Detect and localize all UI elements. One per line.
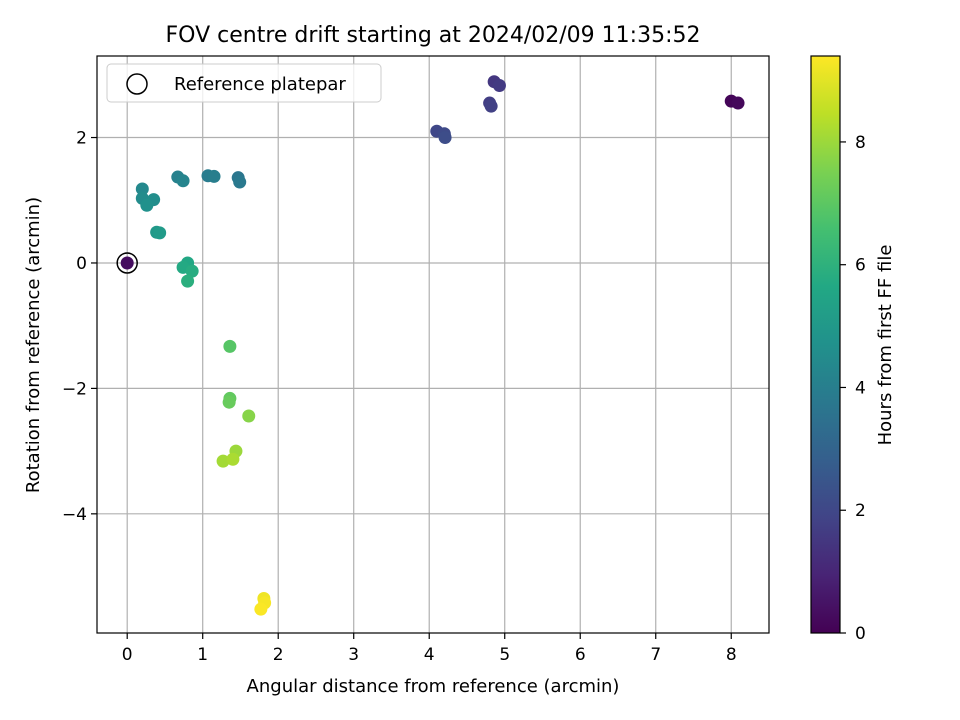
- data-point: [216, 454, 230, 468]
- data-point: [254, 602, 268, 616]
- data-point: [181, 274, 195, 288]
- colorbar: 0 2 4 6 8 Hours from first FF file: [810, 55, 896, 644]
- colorbar-gradient: [810, 55, 841, 634]
- x-axis-label: Angular distance from reference (arcmin): [247, 676, 620, 697]
- x-tick-label: 2: [273, 645, 284, 665]
- y-tick-label: 2: [76, 129, 87, 149]
- y-tick-label: −4: [62, 505, 87, 525]
- x-tick-label: 0: [122, 645, 133, 665]
- x-tick-label: 6: [575, 645, 586, 665]
- axes-frame: [96, 55, 770, 634]
- colorbar-tick-label: 4: [855, 378, 866, 398]
- x-tick-label: 8: [726, 645, 737, 665]
- data-point: [185, 264, 199, 278]
- data-point: [153, 226, 167, 240]
- legend-box: [106, 63, 382, 103]
- axis-ticks: 0 1 2 3 4 5 6 7 8 −4 −2 0 2: [62, 129, 737, 665]
- data-point: [223, 339, 237, 353]
- reference-point-marker: [116, 252, 138, 274]
- data-point: [731, 96, 745, 110]
- data-point: [135, 182, 149, 196]
- data-point: [207, 169, 221, 183]
- x-tick-label: 5: [499, 645, 510, 665]
- colorbar-tick-label: 8: [855, 133, 866, 153]
- data-point: [226, 452, 240, 466]
- legend-entry-reference: Reference platepar: [174, 74, 346, 95]
- data-point: [438, 131, 452, 145]
- data-point: [492, 78, 506, 92]
- x-tick-label: 3: [348, 645, 359, 665]
- grid: [97, 56, 769, 633]
- colorbar-tick-label: 6: [855, 256, 866, 276]
- y-tick-label: 0: [76, 254, 87, 274]
- legend-marker-icon: [126, 73, 148, 95]
- y-axis-label: Rotation from reference (arcmin): [23, 197, 44, 493]
- data-point: [233, 175, 247, 189]
- data-point: [242, 409, 256, 423]
- chart-title: FOV centre drift starting at 2024/02/09 …: [166, 23, 701, 48]
- x-tick-label: 4: [424, 645, 435, 665]
- plot-area: [97, 56, 769, 633]
- data-point: [120, 256, 134, 270]
- data-point: [140, 198, 154, 212]
- x-tick-label: 7: [650, 645, 661, 665]
- x-tick-label: 1: [197, 645, 208, 665]
- colorbar-tick-label: 0: [855, 624, 866, 644]
- data-point: [484, 99, 498, 113]
- reference-marker: [116, 252, 138, 274]
- data-points: [120, 75, 745, 616]
- colorbar-tick-label: 2: [855, 501, 866, 521]
- data-point: [222, 395, 236, 409]
- legend: Reference platepar: [106, 63, 382, 103]
- y-tick-label: −2: [62, 379, 87, 399]
- colorbar-ticks: 0 2 4 6 8: [840, 133, 866, 644]
- colorbar-label: Hours from first FF file: [875, 245, 896, 446]
- data-point: [176, 174, 190, 188]
